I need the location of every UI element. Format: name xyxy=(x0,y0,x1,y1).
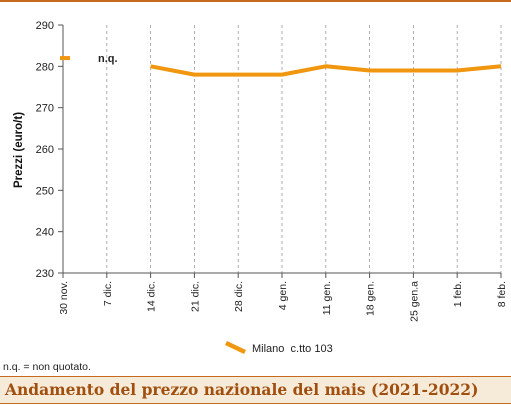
x-tick-label: 11 gen. xyxy=(321,281,333,315)
top-rule xyxy=(0,0,511,2)
y-tick-label: 270 xyxy=(36,103,54,115)
caption-bar: Andamento del prezzo nazionale del mais … xyxy=(0,376,511,404)
x-tick-label: 7 dic. xyxy=(102,281,114,306)
y-tick-label: 240 xyxy=(36,227,54,239)
footnote: n.q. = non quotato. xyxy=(3,361,91,373)
legend-label: Milano c.tto 103 xyxy=(252,343,333,355)
x-tick-label: 8 feb. xyxy=(496,281,508,307)
annotation-nq: n.q. xyxy=(98,53,118,65)
annotations: n.q. xyxy=(98,53,118,65)
y-tick-labels: 230 240 250 260 270 280 290 xyxy=(36,20,54,280)
legend-swatch xyxy=(225,340,246,355)
legend: Milano c.tto 103 xyxy=(225,340,333,355)
y-tick-label: 290 xyxy=(36,20,54,32)
x-tick-label: 25 gen.a xyxy=(408,281,420,322)
x-tick-label: 14 dic. xyxy=(146,281,158,312)
y-tick-label: 260 xyxy=(36,144,54,156)
series-line-0 xyxy=(150,64,502,77)
chart-caption: Andamento del prezzo nazionale del mais … xyxy=(5,380,479,399)
series-lines xyxy=(60,56,502,77)
price-line-chart: 230 240 250 260 270 280 290 30 nov. 7 dic. 14 di… xyxy=(13,20,508,355)
y-axis-label: Prezzi (euro/t) xyxy=(13,112,25,188)
x-tick-labels: 30 nov. 7 dic. 14 dic. 21 dic. 28 dic. 4 gen.… xyxy=(58,281,508,322)
y-tick-label: 230 xyxy=(36,268,54,280)
x-tick-label: 4 gen. xyxy=(277,281,289,310)
x-tick-label: 21 dic. xyxy=(189,281,201,312)
y-tick-label: 250 xyxy=(36,185,54,197)
x-tick-label: 28 dic. xyxy=(233,281,245,312)
axes xyxy=(58,24,502,278)
grid-lines xyxy=(106,25,502,273)
x-tick-label: 18 gen. xyxy=(365,281,377,316)
y-tick-label: 280 xyxy=(36,61,54,73)
x-tick-label: 30 nov. xyxy=(58,281,70,315)
x-tick-label: 1 feb. xyxy=(452,281,464,307)
